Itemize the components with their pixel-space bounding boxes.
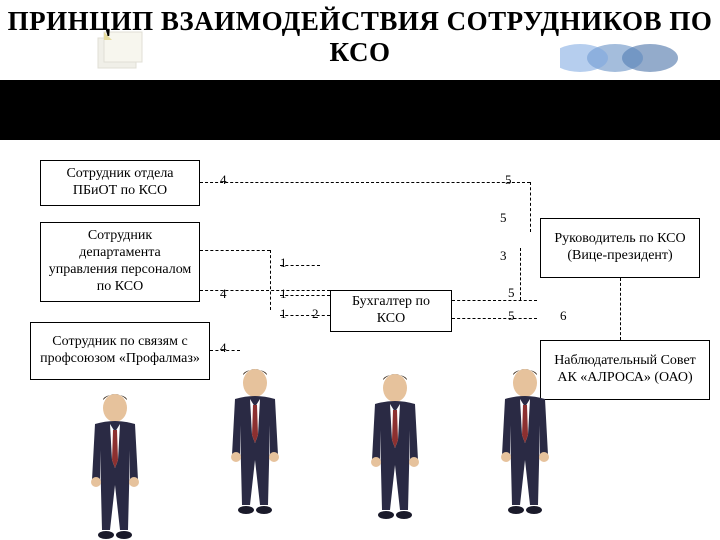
edge-label: 5 [508, 308, 515, 324]
node-board: Наблюдательный Совет АК «АЛРОСА» (ОАО) [540, 340, 710, 400]
edge [452, 300, 537, 301]
node-hr-dept: Сотрудник департамента управления персон… [40, 222, 200, 302]
person-figure [360, 370, 430, 520]
edge-label: 4 [220, 172, 227, 188]
edge-label: 2 [312, 306, 319, 322]
edge-label: 5 [508, 285, 515, 301]
edge [200, 250, 270, 251]
person-figure [80, 390, 150, 540]
edge-label: 4 [220, 340, 227, 356]
edge [530, 182, 531, 232]
edge-label: 1 [280, 286, 287, 302]
person-figure [490, 365, 560, 515]
node-union: Сотрудник по связям с профсоюзом «Профал… [30, 322, 210, 380]
edge [620, 278, 621, 340]
edge-label: 6 [560, 308, 567, 324]
edge-label: 5 [505, 172, 512, 188]
page-title: ПРИНЦИП ВЗАИМОДЕЙСТВИЯ СОТРУДНИКОВ ПО КС… [0, 6, 720, 68]
edge-label: 1 [280, 306, 287, 322]
person-figure [220, 365, 290, 515]
edge [270, 250, 271, 310]
edge [520, 248, 521, 300]
edge [452, 318, 537, 319]
edge [200, 182, 530, 183]
edge-label: 3 [500, 248, 507, 264]
node-accountant: Бухгалтер по КСО [330, 290, 452, 332]
header-black-bar [0, 80, 720, 140]
edge-label: 4 [220, 286, 227, 302]
edge-label: 5 [500, 210, 507, 226]
edge [280, 295, 330, 296]
node-pbiot: Сотрудник отдела ПБиОТ по КСО [40, 160, 200, 206]
edge-label: 1 [280, 255, 287, 271]
node-vp: Руководитель по КСО (Вице-президент) [540, 218, 700, 278]
edge [280, 315, 330, 316]
